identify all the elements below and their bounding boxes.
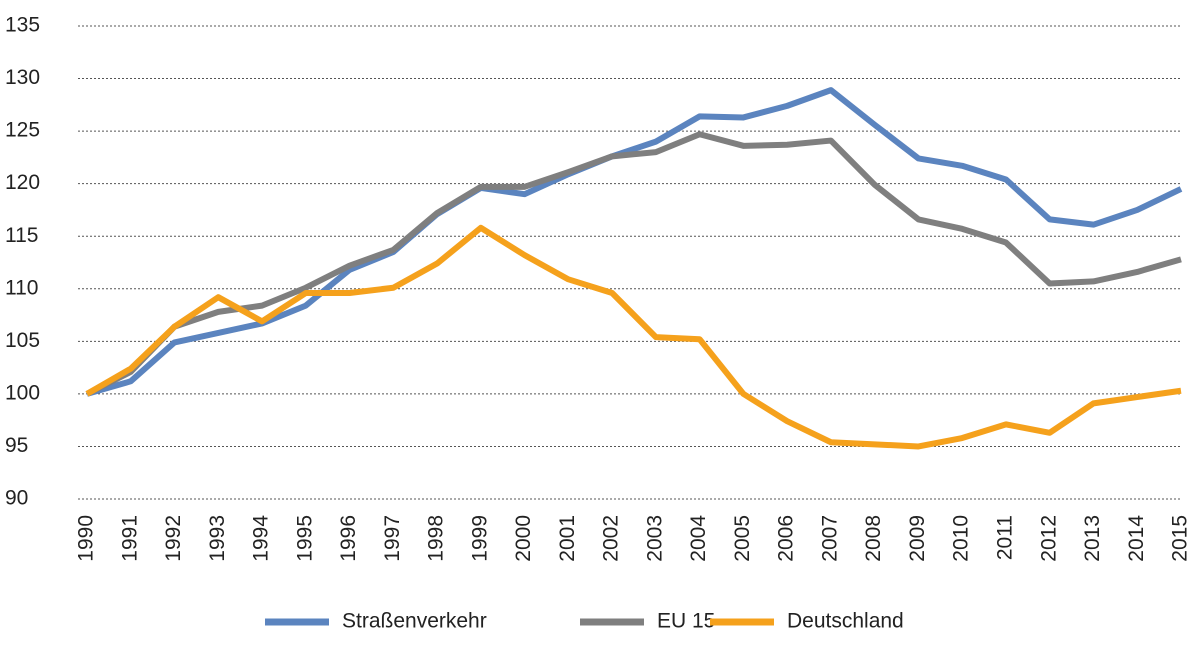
y-tick-label: 105: [5, 329, 40, 352]
y-tick-label: 95: [5, 434, 28, 457]
x-tick-label: 2006: [775, 515, 798, 562]
x-tick-label: 2007: [818, 515, 841, 562]
x-tick-label: 2011: [994, 515, 1017, 560]
y-tick-label: 90: [5, 487, 28, 510]
x-tick-label: 2008: [862, 515, 885, 562]
x-tick-label: 1994: [250, 515, 273, 562]
x-tick-label: 1997: [381, 515, 404, 562]
x-tick-label: 2010: [950, 515, 973, 562]
x-tick-label: 2002: [600, 515, 623, 562]
x-tick-label: 1990: [75, 515, 98, 562]
series-line: [85, 131, 1182, 397]
series-line: [86, 87, 1183, 397]
y-tick-label: 110: [5, 276, 38, 299]
legend-label: Straßenverkehr: [342, 610, 487, 633]
x-tick-label: 2012: [1037, 515, 1060, 562]
x-tick-label: 2009: [906, 515, 929, 562]
series-line: [85, 224, 1182, 450]
y-tick-label: 100: [5, 381, 40, 404]
x-tick-label: 1999: [468, 515, 491, 562]
y-tick-label: 120: [5, 171, 40, 194]
x-tick-label: 2003: [643, 515, 666, 562]
legend-label: Deutschland: [787, 610, 904, 633]
y-tick-label: 115: [5, 224, 38, 247]
x-tick-label: 2014: [1125, 515, 1148, 562]
x-tick-label: 1996: [337, 515, 360, 562]
x-tick-label: 2015: [1169, 515, 1192, 562]
x-tick-label: 1993: [206, 515, 229, 562]
x-tick-label: 1998: [425, 515, 448, 562]
x-tick-label: 1992: [162, 515, 185, 562]
x-tick-label: 2013: [1081, 515, 1104, 562]
y-tick-label: 125: [5, 119, 40, 142]
legend-label: EU 15: [657, 610, 715, 633]
x-tick-label: 1995: [293, 515, 316, 562]
x-tick-label: 2005: [731, 515, 754, 562]
x-tick-label: 2000: [512, 515, 535, 562]
x-tick-label: 1991: [118, 515, 141, 562]
y-tick-label: 130: [5, 66, 40, 89]
x-tick-label: 2004: [687, 515, 710, 562]
x-tick-label: 2001: [556, 515, 579, 562]
y-tick-label: 135: [5, 14, 40, 37]
